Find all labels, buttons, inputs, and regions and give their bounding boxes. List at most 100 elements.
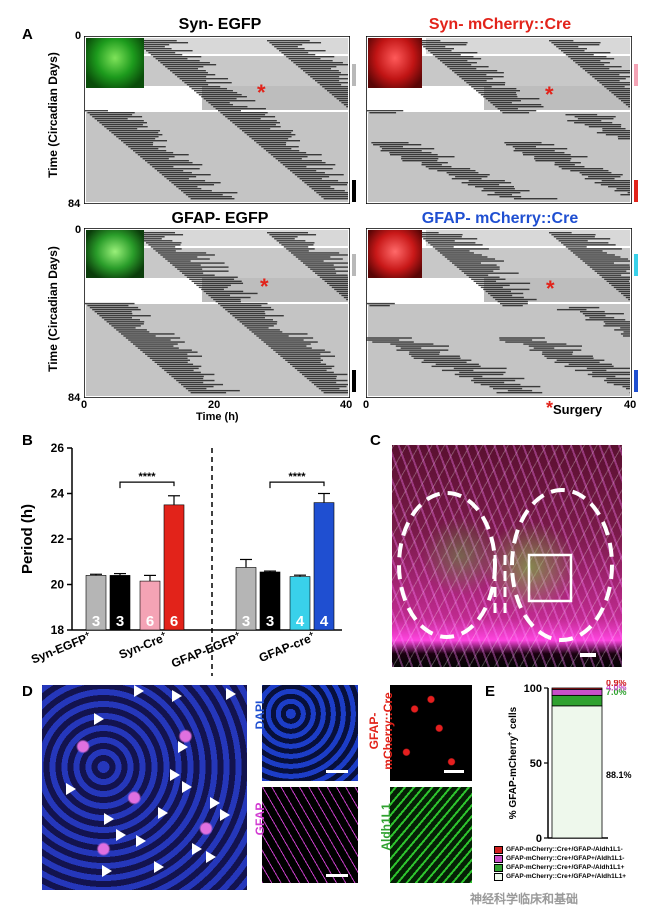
cells-y-axis-label: % GFAP-mCherry+ cells [507,706,519,819]
gfap-label: GFAP [253,802,267,836]
watermark: 神经科学临床和基础 [470,892,579,906]
merged-astrocyte-micrograph [42,685,247,890]
marker-syn-cre-before [634,64,638,86]
legend-e: GFAP-mCherry::Cre+/GFAP-/Aldh1L1- GFAP-m… [494,845,626,881]
panel-b-letter: B [22,432,33,449]
inset-syn-egfp-image [86,38,144,88]
n-label: 3 [92,613,100,630]
group-label: GFAP-EGFP+ [169,629,244,671]
significance-bracket [119,481,175,489]
group-label: Syn-Cre+ [117,629,170,662]
n-label: 3 [242,613,250,630]
significance-stars: **** [288,471,306,483]
title-syn-mcherry-cre: Syn- mCherry::Cre [428,16,572,33]
aldh1l1-micrograph [390,787,472,883]
title-gfap-egfp: GFAP- EGFP [171,210,269,227]
n-label: 3 [266,613,274,630]
period-y-tick-label: 26 [51,441,65,455]
inset-gfap-mcherry-image [368,230,422,278]
legend-swatch-magenta [494,854,503,863]
period-y-tick-label: 22 [51,532,65,546]
period-y-axis-label: Period (h) [19,504,36,574]
scn-outline-overlay [397,488,614,657]
group-label-superscript: + [233,629,241,639]
marker-gfap-egfp-before [352,254,356,276]
period-bar [163,504,185,631]
period-y-tick-label: 20 [51,578,65,592]
y-axis-label-bottom: Time (Circadian Days) [46,246,60,372]
group-label-superscript: + [159,629,167,639]
surgery-asterisk-2: * [545,82,554,107]
marker-syn-cre-after [634,180,638,202]
surgery-asterisk-1: * [257,80,266,105]
y-axis-label-top: Time (Circadian Days) [46,52,60,178]
mcherry-cre-label-line2: mCherry::Cre [381,692,395,770]
y-tick-84-bottom: 84 [68,392,81,404]
marker-syn-egfp-after [352,180,356,202]
dapi-label: DAPI [253,700,267,730]
segment-label: 88.1% [606,770,632,780]
arrowhead-overlay [66,685,236,877]
legend-text-1: GFAP-mCherry::Cre+/GFAP-/Aldh1L1- [506,846,623,853]
n-label: 6 [146,613,154,630]
legend-item-cre-gfapneg-aldhpos: GFAP-mCherry::Cre+/GFAP-/Aldh1L1+ [494,863,626,872]
legend-text-3: GFAP-mCherry::Cre+/GFAP-/Aldh1L1+ [506,864,625,871]
marker-gfap-cre-before [634,254,638,276]
actogram-gfap-mcherry-cre [366,228,632,398]
cells-y-axis-label-tail: cells [508,706,519,731]
x-tick-0-right: 0 [363,399,370,411]
marker-gfap-cre-after [634,370,638,392]
surgery-asterisk-4: * [546,276,555,301]
segment-label: 7.0% [606,687,627,697]
legend-swatch-white [494,872,503,881]
x-tick-40-left: 40 [340,399,353,411]
cells-y-axis-label-superscript: + [507,732,514,736]
legend-item-cre-gfappos-aldhneg: GFAP-mCherry::Cre+/GFAP+/Aldh1L1- [494,854,626,863]
period-y-tick-label: 24 [51,487,65,501]
panel-d-letter: D [22,683,33,700]
scale-bar-cre [444,770,464,773]
scale-bar-dapi [326,770,348,773]
y-tick-84-top: 84 [68,198,81,210]
group-label: GFAP-cre+ [256,629,317,665]
cells-y-tick-label: 100 [524,683,542,695]
surgery-legend-asterisk: * [546,398,554,418]
n-label: 4 [320,613,329,630]
panel-a-letter: A [22,26,33,43]
marker-syn-egfp-before [352,64,356,86]
legend-swatch-red [494,845,503,854]
panel-c-letter: C [370,432,381,449]
mcherry-cre-label: GFAP- mCherry::Cre [322,690,432,782]
period-y-tick-label: 18 [51,623,65,637]
stacked-segment [551,694,603,707]
n-label: 4 [296,613,305,630]
mcherry-cre-label-line1: GFAP- [367,712,381,750]
legend-text-2: GFAP-mCherry::Cre+/GFAP+/Aldh1L1- [506,855,625,862]
marker-gfap-egfp-after [352,370,356,392]
legend-item-cre-gfapneg-aldhneg: GFAP-mCherry::Cre+/GFAP-/Aldh1L1- [494,845,626,854]
inset-syn-mcherry-image [368,38,422,88]
period-bar [139,580,161,631]
period-bar [313,502,335,631]
stacked-segment [551,687,603,690]
legend-swatch-green [494,863,503,872]
legend-item-cre-gfappos-aldhpos: GFAP-mCherry::Cre+/GFAP+/Aldh1L1+ [494,872,626,881]
stacked-bar-chart: 0 50 100 % GFAP-mCherry+ cells 88.1% 7.0%4.0%… [507,680,632,845]
title-gfap-mcherry-cre: GFAP- mCherry::Cre [421,210,579,227]
cells-y-tick-label: 50 [530,758,542,770]
surgery-legend-label: Surgery [553,402,603,417]
surgery-asterisk-3: * [260,274,269,299]
cells-y-tick-label: 0 [536,833,542,845]
scale-bar-gfap [326,874,348,877]
gfap-micrograph [262,787,358,883]
x-tick-40-right: 40 [624,399,637,411]
surgery-legend: *Surgery [546,398,602,419]
period-bar [109,575,131,631]
inset-gfap-egfp-image [86,230,144,278]
x-tick-20: 20 [208,399,221,411]
group-label-superscript: + [83,629,91,639]
title-syn-egfp: Syn- EGFP [178,16,262,33]
stacked-segment [551,705,603,839]
mcherry-cre-micrograph [390,685,472,781]
